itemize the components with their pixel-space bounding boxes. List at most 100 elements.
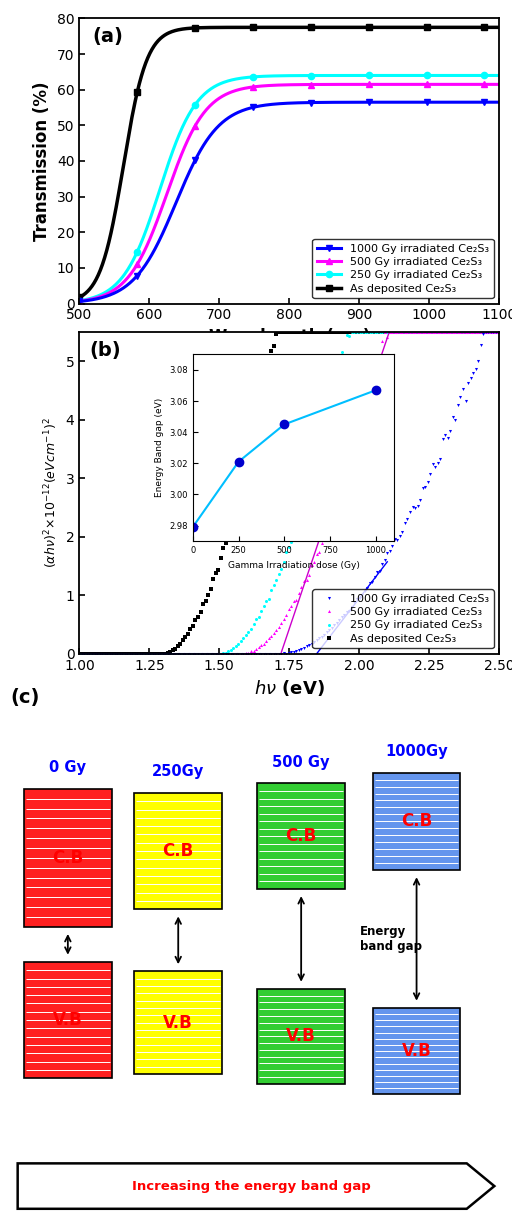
Text: (a): (a) bbox=[92, 27, 123, 45]
250 Gy irradiated Ce₂S₃ bbox=[286, 540, 292, 554]
1000 Gy irradiated Ce₂S₃ bbox=[134, 646, 140, 661]
500 Gy irradiated Ce₂S₃ bbox=[134, 646, 140, 661]
1000 Gy irradiated Ce₂S₃ bbox=[79, 646, 85, 661]
1000 Gy irradiated Ce₂S₃ bbox=[137, 646, 143, 661]
As deposited Ce₂S₃ bbox=[288, 324, 294, 339]
250 Gy irradiated Ce₂S₃ bbox=[340, 68, 347, 82]
Legend: 1000 Gy irradiated Ce₂S₃, 500 Gy irradiated Ce₂S₃, 250 Gy irradiated Ce₂S₃, As d: 1000 Gy irradiated Ce₂S₃, 500 Gy irradia… bbox=[312, 590, 494, 648]
250 Gy irradiated Ce₂S₃ bbox=[381, 68, 388, 82]
250 Gy irradiated Ce₂S₃ bbox=[76, 646, 82, 661]
500 Gy irradiated Ce₂S₃ bbox=[286, 602, 292, 617]
Bar bbox=[24, 789, 112, 927]
1000 Gy irradiated Ce₂S₃ bbox=[243, 102, 249, 117]
Legend: 1000 Gy irradiated Ce₂S₃, 500 Gy irradiated Ce₂S₃, 250 Gy irradiated Ce₂S₃, As d: 1000 Gy irradiated Ce₂S₃, 500 Gy irradia… bbox=[312, 240, 494, 297]
Line: 1000 Gy irradiated Ce₂S₃: 1000 Gy irradiated Ce₂S₃ bbox=[78, 331, 500, 655]
500 Gy irradiated Ce₂S₃ bbox=[381, 77, 388, 92]
Text: V.B: V.B bbox=[402, 1042, 432, 1061]
Bar bbox=[24, 962, 112, 1078]
500 Gy irradiated Ce₂S₃ bbox=[351, 445, 357, 460]
250 Gy irradiated Ce₂S₃ bbox=[213, 79, 219, 93]
250 Gy irradiated Ce₂S₃ bbox=[349, 324, 355, 339]
As deposited Ce₂S₃ bbox=[293, 324, 300, 339]
1000 Gy irradiated Ce₂S₃ bbox=[379, 95, 386, 109]
As deposited Ce₂S₃ bbox=[495, 324, 501, 339]
1000 Gy irradiated Ce₂S₃ bbox=[483, 324, 489, 339]
250 Gy irradiated Ce₂S₃ bbox=[495, 324, 501, 339]
Bar bbox=[257, 989, 345, 1084]
As deposited Ce₂S₃ bbox=[134, 646, 140, 661]
Text: C.B: C.B bbox=[286, 827, 317, 846]
Line: 250 Gy irradiated Ce₂S₃: 250 Gy irradiated Ce₂S₃ bbox=[76, 73, 502, 304]
500 Gy irradiated Ce₂S₃ bbox=[496, 77, 502, 92]
Bar bbox=[134, 793, 222, 909]
500 Gy irradiated Ce₂S₃ bbox=[382, 324, 388, 339]
Line: As deposited Ce₂S₃: As deposited Ce₂S₃ bbox=[78, 331, 500, 655]
As deposited Ce₂S₃ bbox=[354, 324, 360, 339]
250 Gy irradiated Ce₂S₃ bbox=[127, 259, 133, 274]
As deposited Ce₂S₃ bbox=[127, 120, 133, 135]
500 Gy irradiated Ce₂S₃ bbox=[291, 594, 297, 608]
Y-axis label: Transmission (%): Transmission (%) bbox=[33, 81, 51, 241]
250 Gy irradiated Ce₂S₃ bbox=[291, 530, 297, 544]
Text: (b): (b) bbox=[90, 342, 121, 360]
Text: C.B: C.B bbox=[401, 812, 432, 831]
250 Gy irradiated Ce₂S₃ bbox=[76, 294, 82, 308]
X-axis label: Wavelength (nm): Wavelength (nm) bbox=[208, 328, 370, 347]
500 Gy irradiated Ce₂S₃ bbox=[213, 93, 219, 108]
1000 Gy irradiated Ce₂S₃ bbox=[288, 645, 294, 660]
Text: V.B: V.B bbox=[163, 1014, 193, 1032]
1000 Gy irradiated Ce₂S₃ bbox=[381, 95, 388, 109]
Text: 500 Gy: 500 Gy bbox=[272, 755, 330, 769]
1000 Gy irradiated Ce₂S₃ bbox=[76, 646, 82, 661]
250 Gy irradiated Ce₂S₃ bbox=[379, 68, 386, 82]
250 Gy irradiated Ce₂S₃ bbox=[132, 646, 138, 661]
Text: C.B: C.B bbox=[52, 849, 83, 866]
As deposited Ce₂S₃ bbox=[496, 20, 502, 34]
500 Gy irradiated Ce₂S₃ bbox=[132, 646, 138, 661]
250 Gy irradiated Ce₂S₃ bbox=[243, 70, 249, 85]
Bar bbox=[373, 773, 460, 870]
500 Gy irradiated Ce₂S₃ bbox=[76, 646, 82, 661]
Bar bbox=[257, 784, 345, 889]
As deposited Ce₂S₃ bbox=[213, 20, 219, 34]
1000 Gy irradiated Ce₂S₃ bbox=[354, 591, 360, 606]
1000 Gy irradiated Ce₂S₃ bbox=[340, 95, 347, 109]
500 Gy irradiated Ce₂S₃ bbox=[340, 77, 347, 92]
As deposited Ce₂S₃ bbox=[243, 20, 249, 34]
1000 Gy irradiated Ce₂S₃ bbox=[293, 644, 300, 659]
1000 Gy irradiated Ce₂S₃ bbox=[228, 646, 234, 661]
As deposited Ce₂S₃ bbox=[381, 20, 388, 34]
250 Gy irradiated Ce₂S₃ bbox=[134, 646, 140, 661]
1000 Gy irradiated Ce₂S₃ bbox=[496, 95, 502, 109]
Text: 1000Gy: 1000Gy bbox=[385, 744, 448, 760]
As deposited Ce₂S₃ bbox=[275, 324, 282, 339]
Text: C.B: C.B bbox=[163, 842, 194, 860]
As deposited Ce₂S₃ bbox=[132, 646, 138, 661]
500 Gy irradiated Ce₂S₃ bbox=[243, 81, 249, 96]
250 Gy irradiated Ce₂S₃ bbox=[496, 68, 502, 82]
As deposited Ce₂S₃ bbox=[379, 20, 386, 34]
250 Gy irradiated Ce₂S₃ bbox=[354, 324, 360, 339]
500 Gy irradiated Ce₂S₃ bbox=[379, 77, 386, 92]
Text: Increasing the energy band gap: Increasing the energy band gap bbox=[132, 1180, 370, 1192]
Line: 500 Gy irradiated Ce₂S₃: 500 Gy irradiated Ce₂S₃ bbox=[78, 331, 500, 655]
1000 Gy irradiated Ce₂S₃ bbox=[495, 324, 501, 339]
Y-axis label: $(\alpha h\nu)^2\!\times\!10^{-12}(eVcm^{-1})^2$: $(\alpha h\nu)^2\!\times\!10^{-12}(eVcm^… bbox=[42, 418, 60, 568]
500 Gy irradiated Ce₂S₃ bbox=[76, 294, 82, 308]
X-axis label: $h\nu$ (eV): $h\nu$ (eV) bbox=[254, 678, 325, 698]
As deposited Ce₂S₃ bbox=[225, 531, 231, 546]
500 Gy irradiated Ce₂S₃ bbox=[495, 324, 501, 339]
Text: Energy
band gap: Energy band gap bbox=[360, 925, 422, 952]
Bar bbox=[134, 971, 222, 1074]
Text: 0 Gy: 0 Gy bbox=[49, 761, 87, 775]
As deposited Ce₂S₃ bbox=[76, 646, 82, 661]
As deposited Ce₂S₃ bbox=[340, 20, 347, 34]
Line: 1000 Gy irradiated Ce₂S₃: 1000 Gy irradiated Ce₂S₃ bbox=[76, 100, 502, 305]
Text: (c): (c) bbox=[10, 687, 39, 707]
500 Gy irradiated Ce₂S₃ bbox=[127, 268, 133, 283]
1000 Gy irradiated Ce₂S₃ bbox=[76, 294, 82, 308]
Text: V.B: V.B bbox=[53, 1011, 83, 1029]
Bar bbox=[373, 1008, 460, 1094]
As deposited Ce₂S₃ bbox=[76, 290, 82, 305]
1000 Gy irradiated Ce₂S₃ bbox=[213, 122, 219, 136]
